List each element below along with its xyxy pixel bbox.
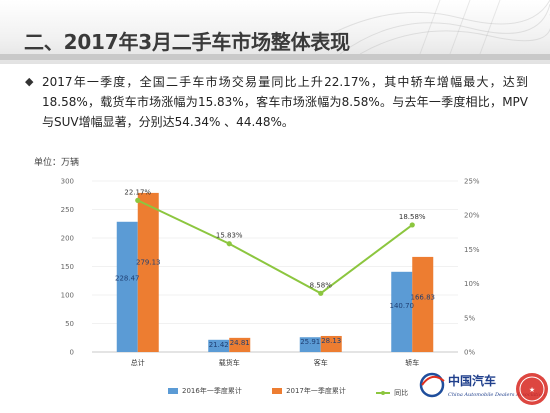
legend-item-2017: 2017年一季度累计	[272, 386, 346, 396]
bar-value-label: 140.70	[390, 302, 415, 310]
page-title: 二、2017年3月二手车市场整体表现	[24, 30, 350, 54]
logo-name: 中国汽车	[448, 373, 496, 388]
bar-value-label: 21.42	[209, 341, 229, 349]
bar-2017	[229, 337, 251, 352]
y-tick-label: 200	[61, 235, 74, 243]
header-band	[0, 0, 550, 64]
y2-tick-label: 25%	[464, 178, 480, 186]
y-tick-label: 100	[61, 292, 74, 300]
summary-paragraph: 2017年一季度，全国二手车市场交易量同比上升22.17%，其中轿车增幅最大，达…	[42, 75, 528, 129]
yoy-point	[409, 222, 415, 228]
y2-tick-label: 20%	[464, 212, 480, 220]
yoy-line	[137, 199, 413, 295]
y2-tick-label: 15%	[464, 246, 480, 254]
x-category-label: 客车	[314, 358, 328, 367]
legend-item-yoy: 同比	[376, 388, 408, 398]
bar-2017	[412, 256, 434, 352]
y2-tick-label: 10%	[464, 280, 480, 288]
y2-tick-label: 5%	[464, 314, 475, 322]
bar-value-label: 228.47	[115, 274, 140, 282]
bullet-diamond-icon: ◆	[25, 75, 34, 88]
legend-swatch-2017	[272, 388, 283, 394]
legend-label-2016: 2016年一季度累计	[182, 387, 242, 395]
yoy-point	[226, 241, 232, 247]
bar-2016	[299, 337, 321, 352]
bar-2016	[208, 339, 230, 352]
unit-label: 单位：万辆	[34, 158, 80, 168]
y2-tick-label: 0%	[464, 349, 475, 357]
legend-label-2017: 2017年一季度累计	[286, 387, 346, 395]
legend-swatch-yoy	[376, 390, 391, 395]
bar-value-label: 166.83	[411, 294, 436, 302]
bar-value-label: 279.13	[136, 258, 161, 266]
x-category-label: 载货车	[219, 358, 240, 367]
legend-item-2016: 2016年一季度累计	[168, 386, 242, 396]
yoy-label: 8.58%	[310, 281, 333, 289]
y-tick-label: 250	[61, 206, 74, 214]
bar-2016	[116, 221, 138, 352]
y-tick-label: 150	[61, 263, 74, 271]
x-category-label: 总计	[131, 358, 145, 367]
header-decoration	[320, 0, 550, 54]
y-tick-label: 300	[61, 178, 74, 186]
bar-value-label: 24.81	[230, 339, 250, 347]
bar-2017	[320, 335, 342, 352]
chart-legend: 2016年一季度累计 2017年一季度累计 同比	[168, 386, 436, 398]
legend-label-yoy: 同比	[394, 389, 409, 397]
svg-text:★: ★	[529, 386, 535, 394]
bar-value-label: 28.13	[321, 337, 341, 345]
bar-2016	[391, 271, 413, 352]
x-category-label: 轿车	[405, 358, 419, 367]
header-divider	[0, 54, 550, 60]
legend-swatch-2016	[168, 388, 178, 394]
bar-value-label: 25.91	[300, 338, 320, 346]
combo-chart: 0 50 100 150 200 250 300 0% 5% 10% 15% 20% 25% 228.4…	[61, 178, 480, 368]
y-tick-label: 0	[70, 349, 74, 357]
y-tick-label: 50	[65, 320, 74, 328]
bar-2017	[137, 192, 159, 352]
yoy-label: 18.58%	[399, 213, 426, 221]
yoy-point	[318, 290, 324, 296]
yoy-label: 22.17%	[124, 188, 151, 196]
logo-tagline: China Automobile Dealers Association	[448, 392, 545, 398]
cada-logo: 中国汽车 China Automobile Dealers Associatio…	[419, 372, 548, 405]
yoy-point	[135, 197, 141, 203]
yoy-label: 15.83%	[216, 232, 243, 240]
